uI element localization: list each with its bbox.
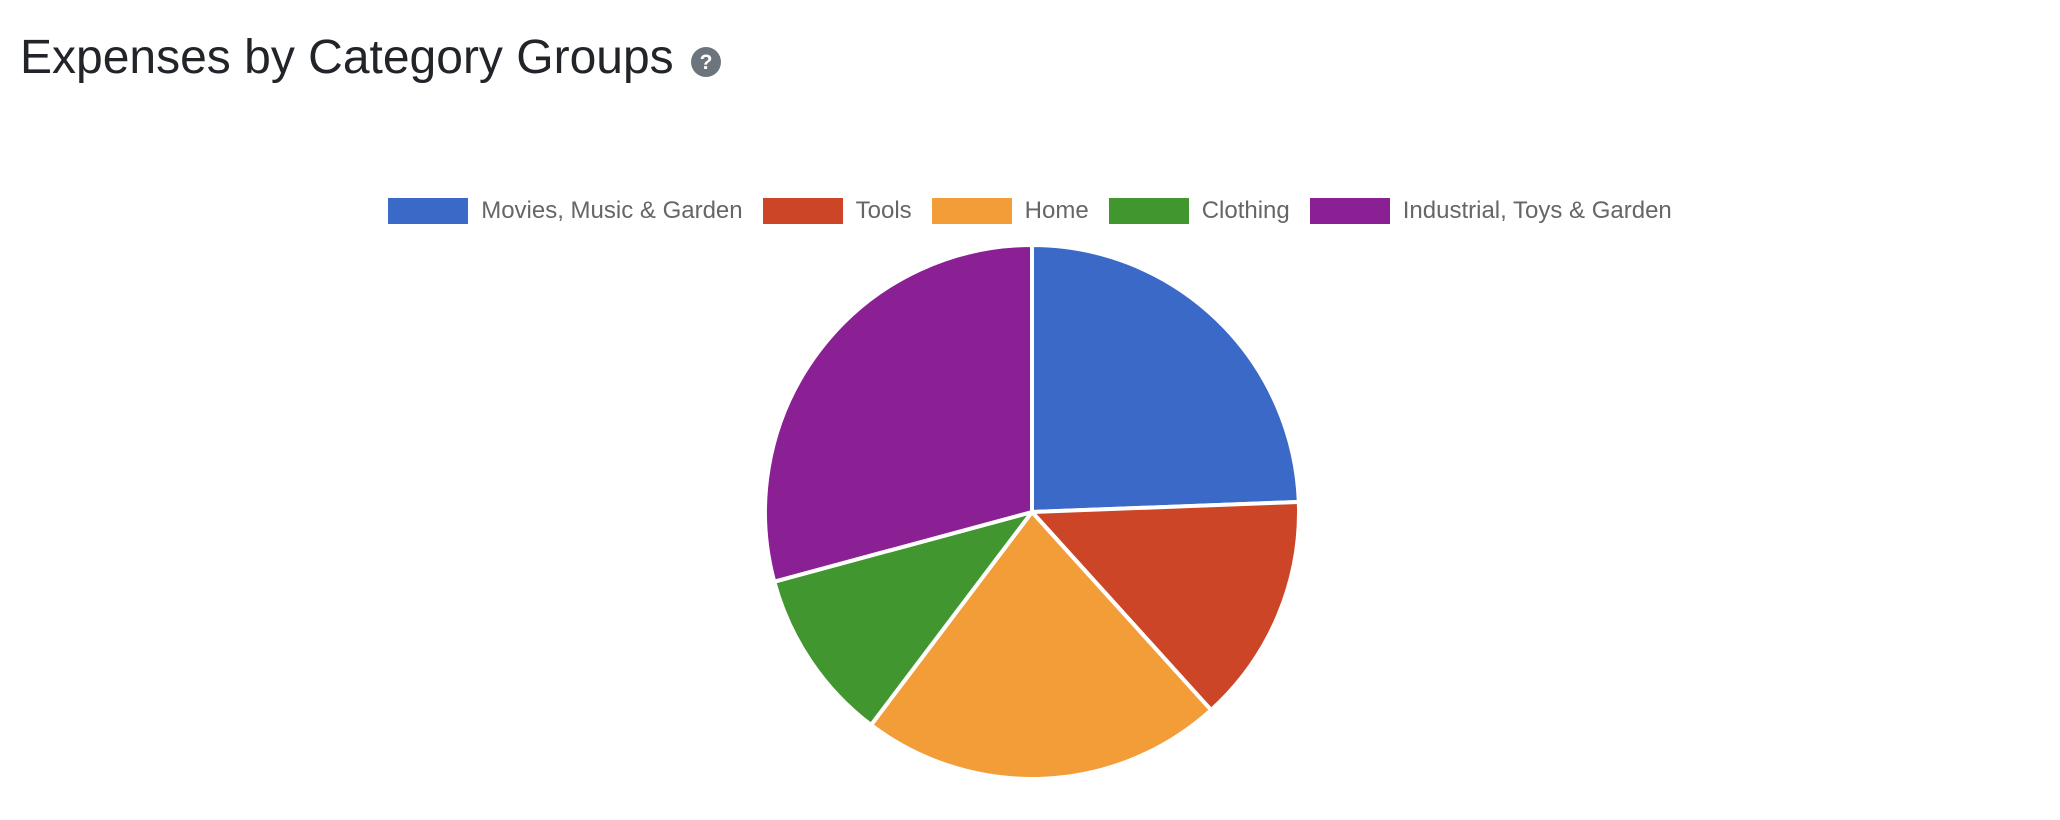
pie-slice-industrial-toys-and-garden[interactable]	[763, 243, 1034, 584]
legend-label: Clothing	[1201, 197, 1290, 224]
legend-item-clothing[interactable]: Clothing	[1108, 197, 1290, 225]
legend-label: Industrial, Toys & Garden	[1402, 197, 1672, 224]
legend-swatch	[762, 198, 843, 224]
chart-legend: Movies, Music & Garden Tools Home Clothing I…	[0, 194, 2060, 228]
legend-item-home[interactable]: Home	[931, 197, 1089, 225]
page-title: Expenses by Category Groups	[20, 31, 674, 84]
legend-label: Movies, Music & Garden	[481, 197, 743, 224]
question-circle-icon[interactable]: ?	[690, 46, 722, 78]
legend-swatch	[931, 198, 1012, 224]
legend-item-tools[interactable]: Tools	[762, 197, 912, 225]
chart-header: Expenses by Category Groups ?	[20, 24, 722, 92]
legend-item-movies-music-and-garden[interactable]: Movies, Music & Garden	[388, 197, 743, 225]
legend-swatch	[1108, 198, 1189, 224]
legend-swatch	[1309, 198, 1390, 224]
pie-slices	[763, 243, 1301, 781]
pie-slice-tools[interactable]	[1030, 499, 1301, 713]
legend-label: Home	[1024, 197, 1089, 224]
svg-text:?: ?	[699, 51, 712, 74]
legend-label: Tools	[855, 197, 912, 224]
pie-slice-home[interactable]	[869, 510, 1214, 781]
legend-swatch	[388, 198, 469, 224]
legend-item-industrial-toys-and-garden[interactable]: Industrial, Toys & Garden	[1309, 197, 1672, 225]
pie-slice-movies-music-and-garden[interactable]	[1030, 243, 1301, 514]
